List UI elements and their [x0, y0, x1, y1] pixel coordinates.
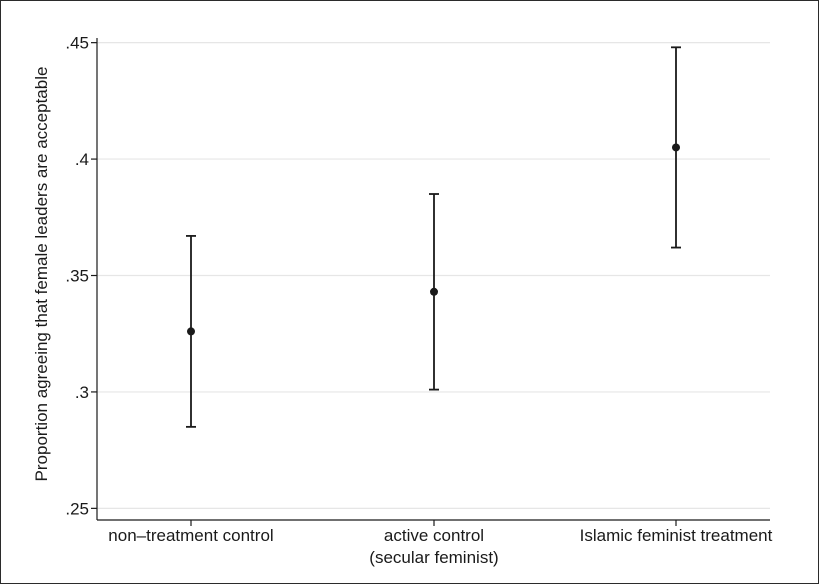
y-axis-title: Proportion agreeing that female leaders … [32, 67, 51, 482]
y-tick-label: .45 [65, 34, 89, 53]
point-estimate [672, 143, 680, 152]
point-estimates [187, 143, 680, 336]
x-category-label: (secular feminist) [369, 548, 498, 567]
y-ticks: .25 .3 .35 .4 .45 [65, 34, 97, 518]
x-category-label: active control [384, 526, 484, 545]
y-tick-label: .4 [75, 150, 89, 169]
x-category-label: Islamic feminist treatment [580, 526, 773, 545]
y-tick-label: .35 [65, 267, 89, 286]
gridlines [97, 42, 770, 509]
x-category-labels: non–treatment control active control (secu… [108, 520, 773, 567]
y-tick-label: .3 [75, 383, 89, 402]
x-category-label: non–treatment control [108, 526, 273, 545]
confidence-intervals [186, 46, 681, 428]
point-estimate [187, 327, 195, 336]
point-estimate [430, 287, 438, 296]
y-tick-label: .25 [65, 499, 89, 518]
